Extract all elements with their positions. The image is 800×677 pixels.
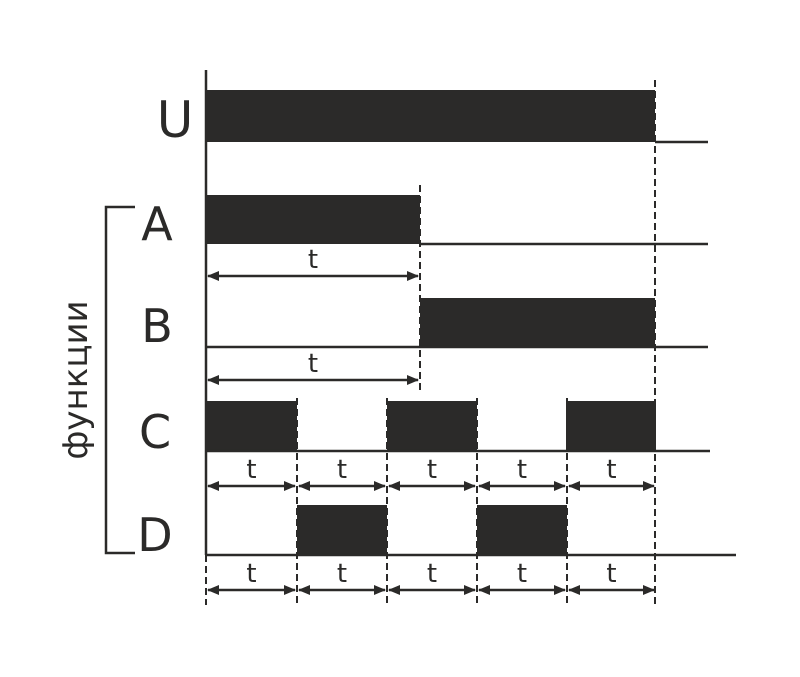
- interval-arrow-head-left: [298, 585, 310, 595]
- signal-a-high: [206, 195, 420, 244]
- signal-c-high: [387, 401, 477, 451]
- signal-label-c: C: [139, 405, 171, 459]
- signal-b-high: [420, 298, 655, 347]
- interval-arrow-head-left: [298, 481, 310, 491]
- interval-label-t: t: [606, 559, 616, 589]
- signal-d-high: [477, 505, 567, 555]
- group-bracket: [104, 205, 135, 555]
- signal-u-high: [206, 90, 655, 142]
- interval-arrow-head-left: [388, 481, 400, 491]
- signal-c-high: [566, 401, 656, 451]
- interval-arrow-head-left: [207, 375, 219, 385]
- interval-arrow-head-left: [388, 585, 400, 595]
- interval-arrow-head-right: [464, 585, 476, 595]
- interval-label-t: t: [246, 455, 256, 485]
- signal-c-high: [206, 401, 297, 451]
- interval-label-t: t: [308, 245, 318, 275]
- signal-d-high: [297, 505, 387, 555]
- interval-label-t: t: [337, 455, 347, 485]
- interval-arrow-head-right: [284, 481, 296, 491]
- interval-label-t: t: [427, 559, 437, 589]
- interval-arrow-head-left: [568, 585, 580, 595]
- interval-arrow-head-right: [374, 481, 386, 491]
- signal-label-u: U: [157, 91, 194, 149]
- interval-label-t: t: [246, 559, 256, 589]
- signal-label-a: A: [141, 197, 173, 251]
- interval-label-t: t: [517, 559, 527, 589]
- signal-label-b: B: [141, 299, 173, 353]
- interval-arrow-head-right: [284, 585, 296, 595]
- signal-label-d: D: [137, 508, 172, 562]
- interval-arrow-head-left: [478, 585, 490, 595]
- interval-label-t: t: [308, 349, 318, 379]
- interval-arrow-head-left: [478, 481, 490, 491]
- interval-arrow-head-right: [407, 375, 419, 385]
- interval-arrow-head-left: [207, 481, 219, 491]
- interval-label-t: t: [427, 455, 437, 485]
- interval-arrow-head-right: [643, 585, 655, 595]
- interval-label-t: t: [517, 455, 527, 485]
- interval-arrow-head-right: [374, 585, 386, 595]
- interval-arrow-head-left: [207, 585, 219, 595]
- interval-label-t: t: [606, 455, 616, 485]
- interval-arrow-head-right: [554, 585, 566, 595]
- interval-label-t: t: [337, 559, 347, 589]
- interval-arrow-head-right: [407, 271, 419, 281]
- interval-arrow-head-left: [207, 271, 219, 281]
- interval-arrow-head-right: [554, 481, 566, 491]
- interval-arrow-head-left: [568, 481, 580, 491]
- group-label: функции: [56, 300, 96, 459]
- interval-arrow-head-right: [643, 481, 655, 491]
- interval-arrow-head-right: [464, 481, 476, 491]
